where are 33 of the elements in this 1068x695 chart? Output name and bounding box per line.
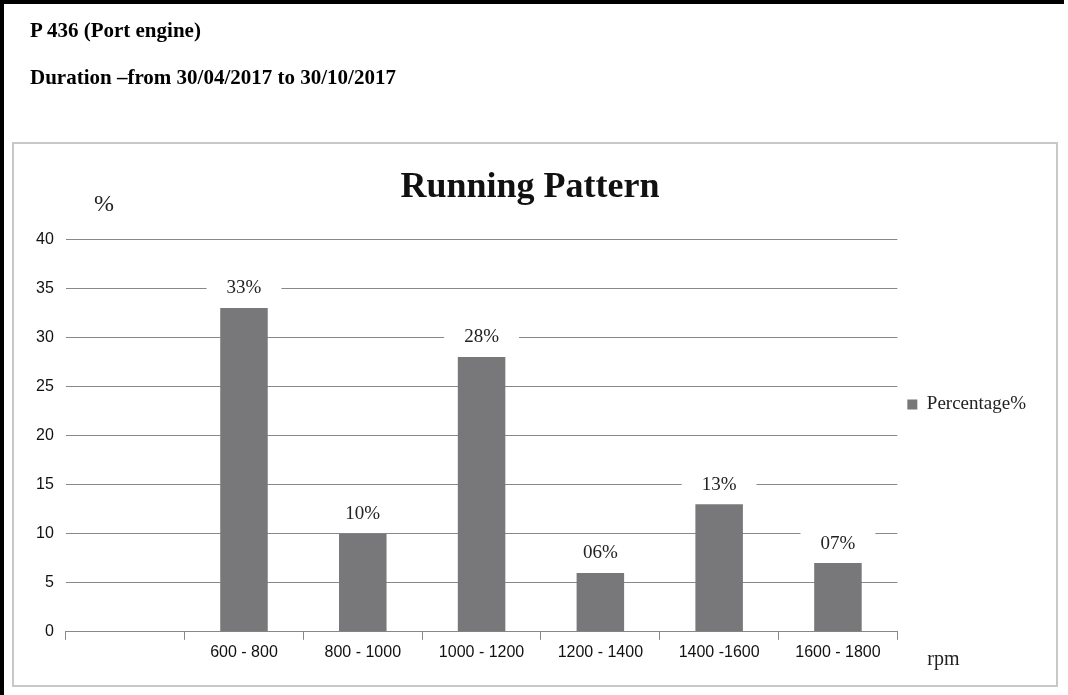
y-tick-label: 30 [36,327,54,345]
data-label: 06% [582,541,618,563]
x-tick-label: 800 - 1000 [324,642,402,660]
data-label: 07% [820,531,856,553]
bar [814,563,862,632]
x-tick-label: 600 - 800 [210,642,278,660]
chart-title: Running Pattern [400,164,660,205]
data-label: 10% [345,502,381,524]
bar [339,533,387,632]
bar [220,307,268,632]
text: Duration –from 30/04/2017 to 30/10/2017 [30,65,396,90]
x-tick-label: 1200 - 1400 [557,642,644,660]
data-label: 13% [701,472,737,494]
x-tick-label: 1600 - 1800 [795,642,881,660]
x-tick-label: 1400 -1600 [678,642,760,660]
text: P 436 (Port engine) [30,18,202,43]
y-tick-label: 5 [44,573,54,591]
y-tick-label: 15 [36,474,54,492]
bar [457,356,506,632]
y-tick-label: 35 [36,278,54,296]
y-axis-title: % [94,190,114,217]
y-tick-label: 40 [36,229,54,247]
y-tick-label: 20 [36,425,54,443]
y-tick-label: 25 [36,376,54,394]
x-tick-label: 1000 - 1200 [438,642,525,660]
data-label: 33% [226,276,262,298]
y-tick-label: 10 [36,524,54,542]
bar [576,572,625,632]
bar [695,504,743,632]
y-tick-label: 0 [44,622,54,640]
legend-label: Percentage% [926,392,1027,414]
x-axis-title: rpm [927,647,960,671]
data-label: 28% [464,325,500,347]
